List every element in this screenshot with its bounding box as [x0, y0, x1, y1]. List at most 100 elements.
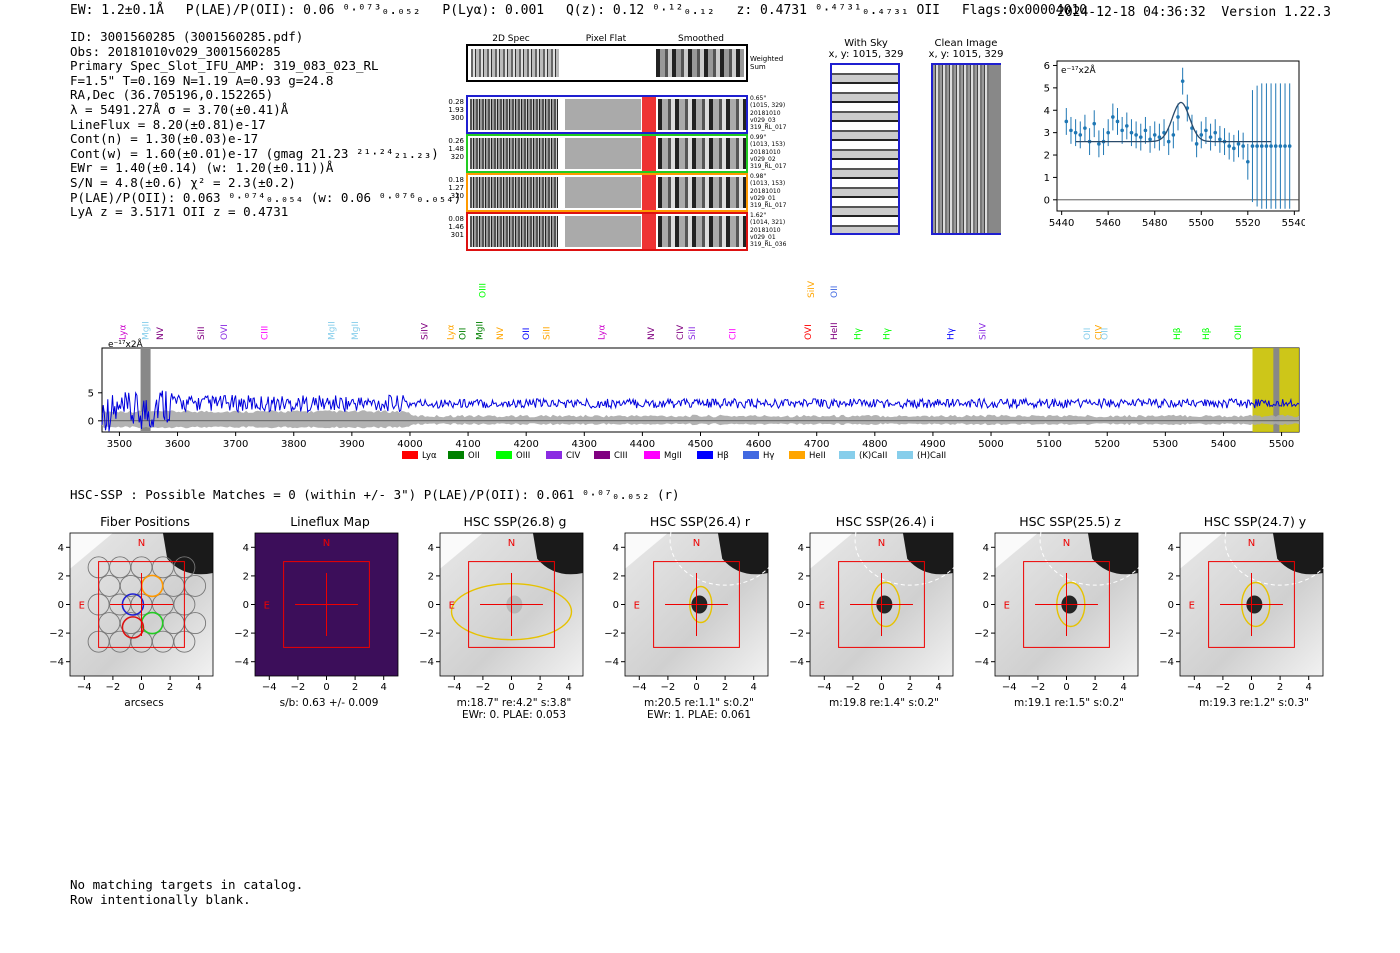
east-label: E	[449, 601, 455, 612]
cutout-caption-line: m:20.5 re:1.1" s:0.2"	[644, 697, 754, 709]
cutout-title: HSC SSP(26.4) r	[649, 514, 751, 529]
spectral-line-label: CIII	[261, 326, 271, 340]
spec2d-row	[466, 212, 748, 251]
row-stat-value: 301	[450, 231, 464, 239]
cutout-caption: arcsecs	[54, 697, 234, 709]
zoom-x-tick-label: 5440	[1049, 218, 1074, 229]
zoom-data-point	[1269, 144, 1273, 148]
legend-label: OII	[468, 451, 480, 461]
cutout-y-tick-label: 0	[428, 600, 434, 611]
spectrum-x-tick-label: 3900	[339, 439, 364, 450]
neighbor-ellipse	[1224, 530, 1336, 586]
spectrum-x-tick-label: 5100	[1036, 439, 1061, 450]
header-date-version: 2024-12-18 04:36:32 Version 1.22.3	[1057, 5, 1331, 20]
spectrum-y-tick-label: 5	[88, 388, 94, 399]
spectral-line-label: Lyα	[118, 324, 128, 340]
row-fiber-value: 0.65"	[750, 95, 767, 102]
spectral-line-label: Hγ	[946, 327, 956, 340]
cutout-panel: N E −4 −4 −2 −2 0 0 2 2 4 4	[420, 532, 584, 693]
spectral-line-label: Lyα	[447, 324, 457, 340]
legend-swatch	[897, 451, 913, 459]
info-line: F=1.5" T=0.169 N=1.19 A=0.93 g=24.8	[70, 72, 334, 88]
east-label: E	[634, 601, 640, 612]
info-line: RA,Dec (36.705196,0.152265)	[70, 87, 274, 103]
spectrum-x-tick-label: 3500	[107, 439, 132, 450]
cutout-x-tick-label: 4	[566, 682, 572, 693]
row-fiber-value: (1015, 329)	[750, 102, 786, 110]
cutout-y-tick-label: 2	[983, 571, 989, 582]
row-fiber-info: 0.99" (1013, 153) 20181010 v029_02 319_RL_01…	[750, 134, 786, 170]
row-fiber-value: 319_RL_017	[750, 163, 787, 171]
spectral-line-label: OII	[1100, 328, 1110, 340]
zoom-data-point	[1250, 144, 1255, 148]
row-fiber-value: v029_01	[750, 194, 776, 202]
row-pixelflat-image	[565, 99, 641, 130]
cutout-y-tick-label: 2	[613, 571, 619, 582]
row-smoothed-image	[658, 138, 746, 169]
spec2d-row	[466, 95, 748, 134]
info-line: Cont(w) = 1.60(±0.01)e-17 (gmag 21.23 ²¹…	[70, 145, 439, 161]
spectrum-x-tick-label: 5300	[1153, 439, 1178, 450]
row-fiber-info: 0.65" (1015, 329) 20181010 v029_03 319_RL_01…	[750, 95, 786, 131]
zoom-data-point	[1264, 144, 1269, 148]
spec2d-row	[466, 134, 748, 173]
north-label: N	[1248, 538, 1255, 549]
cutout-bright-source	[1087, 533, 1138, 575]
cutout-title: HSC SSP(26.4) i	[835, 514, 935, 529]
cutout-x-tick-label: −2	[1216, 682, 1231, 693]
cutout-edge	[625, 533, 668, 569]
row-fiber-value: 319_RL_036	[750, 241, 787, 249]
cutout-bright-source	[162, 533, 213, 575]
cutout-caption-line: m:19.8 re:1.4" s:0.2"	[829, 697, 939, 709]
row-2d-image	[470, 177, 558, 208]
cutout-x-tick-label: 2	[907, 682, 913, 693]
spectral-line-label: MgII	[142, 321, 152, 340]
cutout-x-tick-label: −2	[1031, 682, 1046, 693]
spectrum-x-tick-label: 4800	[862, 439, 887, 450]
info-line: Primary Spec_Slot_IFU_AMP: 319_083_023_R…	[70, 58, 379, 74]
zoom-data-point	[1138, 135, 1143, 139]
legend-label: Hβ	[717, 451, 729, 461]
legend-swatch	[594, 451, 610, 459]
zoom-data-point	[1273, 144, 1278, 148]
row-stat-value: 320	[450, 153, 464, 161]
cutout-y-tick-label: −4	[605, 657, 619, 668]
cutout-x-tick-label: 4	[1306, 682, 1312, 693]
spectral-line-label: OVI	[220, 324, 230, 340]
spectral-line-label: CII	[728, 328, 738, 340]
info-line: EWr = 1.40(±0.14) (w: 1.20(±0.11))Å	[70, 160, 334, 176]
cutout-x-tick-label: 0	[878, 682, 884, 693]
cutout-y-tick-label: −2	[420, 629, 434, 640]
cutout-y-tick-label: −2	[50, 629, 64, 640]
weighted-2d-image	[471, 49, 559, 77]
clean-image	[931, 63, 1001, 235]
cutout-edge	[1180, 533, 1223, 569]
cutout-y-tick-label: −2	[235, 629, 249, 640]
spec2d-row	[466, 173, 748, 212]
zoom-data-point	[1180, 79, 1185, 83]
aperture-box	[838, 561, 925, 648]
aperture-box	[98, 561, 185, 648]
spectral-line-label: OIII	[1234, 325, 1244, 340]
header-date: 2024-12-18 04:36:32	[1057, 5, 1206, 20]
cutout-x-tick-label: 2	[352, 682, 358, 693]
cutout-y-tick-label: 4	[428, 543, 434, 554]
catalog-footer: No matching targets in catalog. Row inte…	[70, 877, 303, 907]
zoom-data-point	[1171, 133, 1176, 137]
cutout-x-tick-label: −4	[262, 682, 277, 693]
row-stat-value: 1.46	[448, 223, 464, 231]
cutout-y-tick-label: 4	[58, 543, 64, 554]
cutout-x-tick-label: 0	[693, 682, 699, 693]
row-2d-image	[470, 138, 558, 169]
spectral-line-label: OVI	[804, 324, 814, 340]
spectrum-x-tick-label: 4200	[513, 439, 538, 450]
cutout-y-tick-label: 2	[798, 571, 804, 582]
cutout-y-tick-label: −4	[235, 657, 249, 668]
spectrum-x-tick-label: 4300	[572, 439, 597, 450]
cutout-y-tick-label: −2	[790, 629, 804, 640]
cutout-caption-line: m:19.3 re:1.2" s:0.3"	[1199, 697, 1309, 709]
cutout-x-tick-label: 0	[138, 682, 144, 693]
weighted-sum-strip	[466, 44, 748, 82]
cutout-x-tick-label: −2	[106, 682, 121, 693]
east-label: E	[79, 601, 85, 612]
